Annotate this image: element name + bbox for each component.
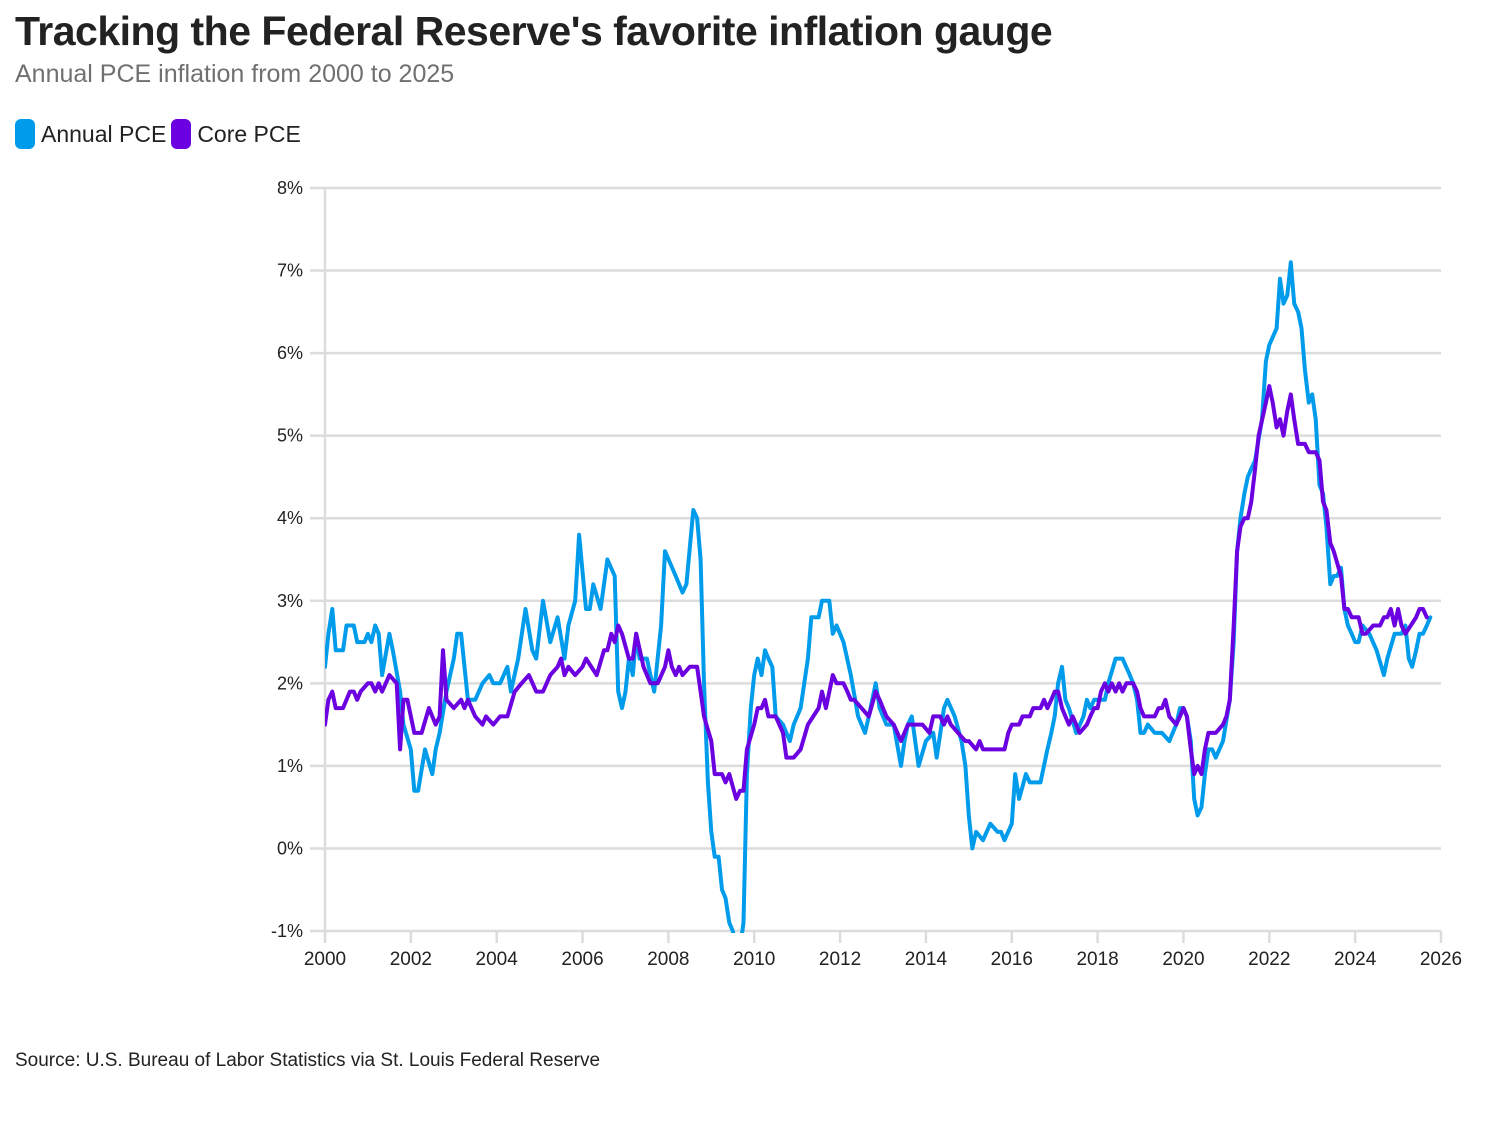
legend-label-core-pce: Core PCE xyxy=(197,120,301,147)
x-tick-label: 2024 xyxy=(1334,949,1377,970)
y-axis: -1% 0% 1% 2% 3% 4% 5% 6% 7% 8% xyxy=(271,178,303,941)
x-tick-label: 2022 xyxy=(1248,949,1290,970)
legend-item-annual-pce[interactable]: Annual PCE xyxy=(15,119,166,149)
x-axis: 2000 2002 2004 2006 2008 2010 2012 2014 2016 2018… xyxy=(304,188,1462,970)
legend-swatch-core-pce xyxy=(171,119,192,149)
x-tick-label: 2000 xyxy=(304,949,346,970)
x-tick-label: 2012 xyxy=(819,949,861,970)
legend-swatch-annual-pce xyxy=(15,119,35,149)
x-tick-label: 2020 xyxy=(1162,949,1204,970)
y-tick-label: 0% xyxy=(277,838,303,858)
legend: Annual PCE Core PCE xyxy=(15,119,306,149)
x-tick-label: 2016 xyxy=(991,949,1033,970)
x-tick-label: 2010 xyxy=(733,949,775,970)
chart-title: Tracking the Federal Reserve's favorite … xyxy=(15,8,1053,54)
y-tick-label: 8% xyxy=(277,178,303,198)
legend-label-annual-pce: Annual PCE xyxy=(41,120,167,147)
y-tick-label: 1% xyxy=(277,756,303,776)
series-line-core-pce xyxy=(325,384,1429,801)
series-line-annual-pce xyxy=(325,260,1433,933)
chart-subtitle: Annual PCE inflation from 2000 to 2025 xyxy=(15,60,455,88)
y-tick-label: -1% xyxy=(271,921,303,941)
source-note: Source: U.S. Bureau of Labor Statistics … xyxy=(15,1050,601,1071)
y-tick-label: 5% xyxy=(277,426,303,446)
y-tick-label: 2% xyxy=(277,673,303,693)
y-tick-label: 6% xyxy=(277,343,303,363)
y-tick-label: 7% xyxy=(277,261,303,281)
legend-item-core-pce[interactable]: Core PCE xyxy=(171,119,301,149)
y-tick-label: 3% xyxy=(277,591,303,611)
x-tick-label: 2014 xyxy=(905,949,948,970)
x-tick-label: 2004 xyxy=(476,949,519,970)
y-tick-label: 4% xyxy=(277,508,303,528)
x-tick-label: 2008 xyxy=(647,949,689,970)
x-tick-label: 2002 xyxy=(390,949,432,970)
gridlines xyxy=(310,186,1441,933)
x-tick-label: 2026 xyxy=(1420,949,1462,970)
x-tick-label: 2006 xyxy=(561,949,603,970)
x-tick-label: 2018 xyxy=(1076,949,1118,970)
series-lines xyxy=(325,260,1433,933)
